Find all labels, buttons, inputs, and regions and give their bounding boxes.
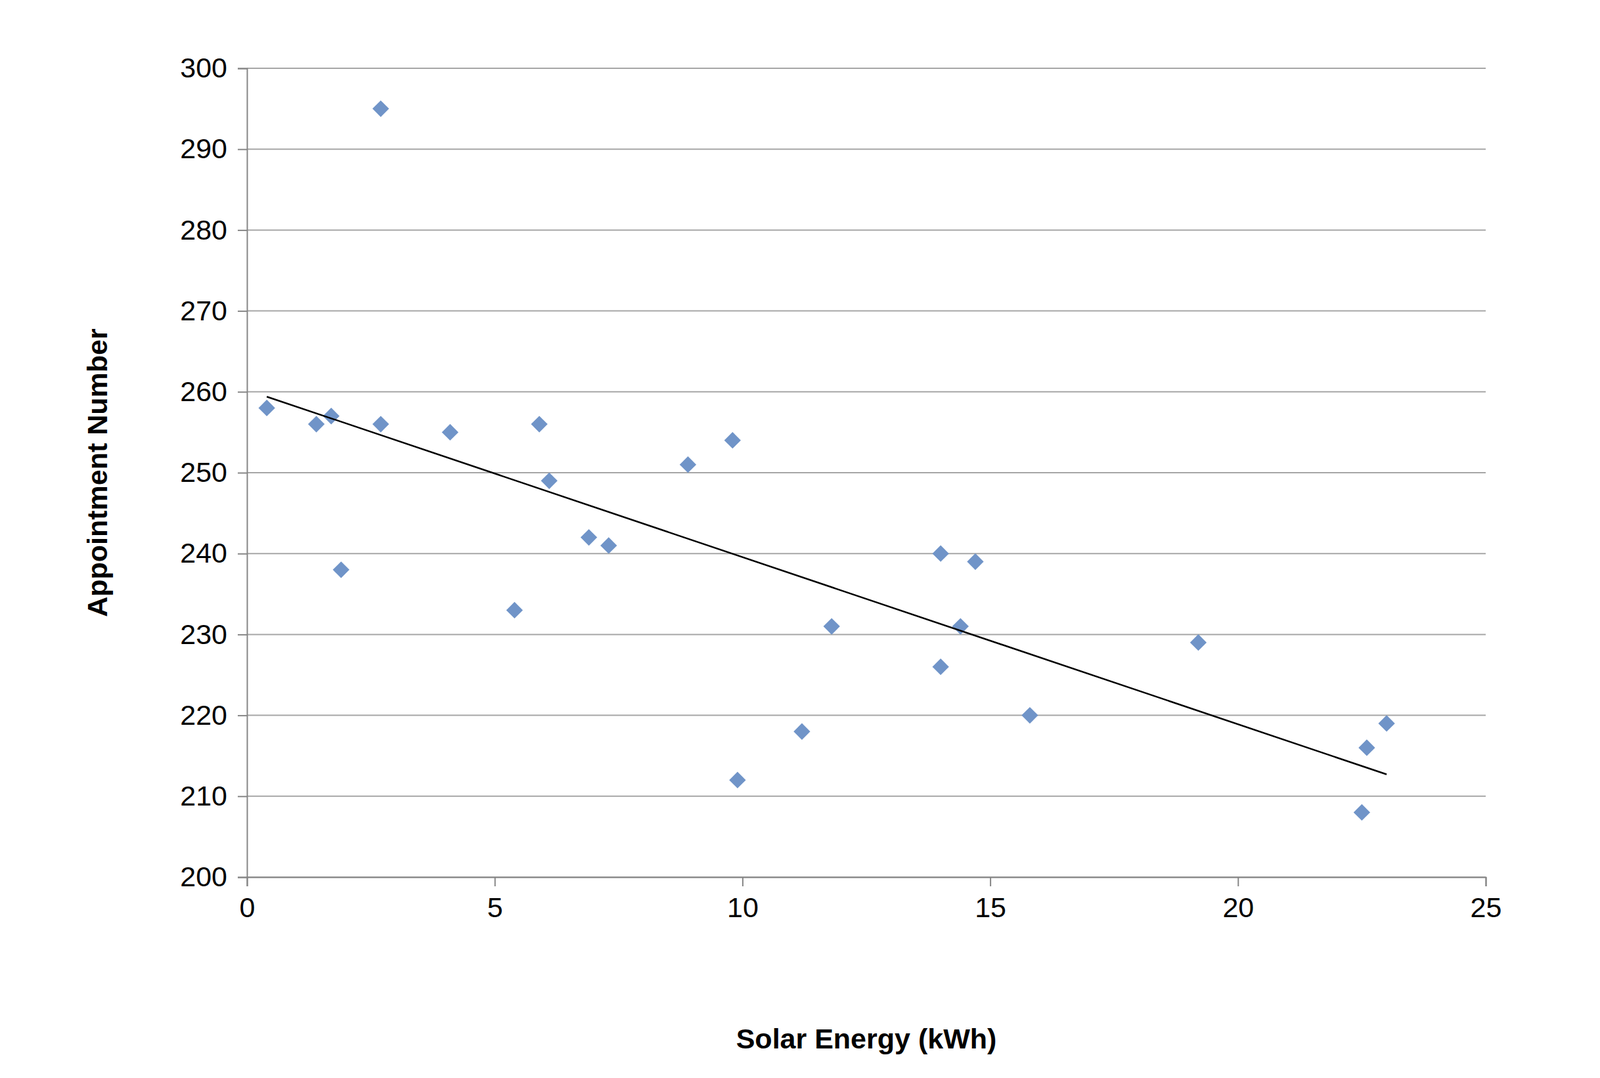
point bbox=[506, 602, 523, 619]
tick-label: 300 bbox=[179, 51, 228, 84]
tick-mark bbox=[237, 634, 247, 636]
point bbox=[1190, 634, 1207, 651]
grid-line bbox=[246, 229, 1486, 231]
x-axis-title: Solar Energy (kWh) bbox=[736, 1023, 998, 1055]
tick-mark bbox=[237, 877, 247, 879]
tick-label: 230 bbox=[179, 618, 228, 651]
tick-mark bbox=[742, 877, 744, 887]
tick-label: 15 bbox=[974, 891, 1007, 924]
point bbox=[1021, 707, 1038, 724]
point bbox=[1358, 739, 1375, 756]
tick-mark bbox=[237, 229, 247, 232]
tick-label: 270 bbox=[179, 294, 228, 327]
point bbox=[966, 553, 984, 571]
tick: 260 bbox=[179, 375, 247, 408]
tick-mark bbox=[989, 877, 992, 887]
trend-line bbox=[266, 396, 1387, 775]
tick-label: 280 bbox=[179, 214, 228, 246]
tick: 10 bbox=[727, 877, 759, 924]
tick-mark bbox=[237, 68, 247, 70]
tick: 240 bbox=[179, 537, 247, 569]
tick-label: 240 bbox=[179, 537, 228, 569]
point bbox=[530, 415, 548, 433]
grid-line bbox=[246, 391, 1486, 393]
chart: 0 5 10 15 20 25 200 210 220 230 240 250 260 270 280 290… bbox=[0, 0, 1600, 1078]
tick-mark bbox=[1485, 877, 1488, 887]
y-grid bbox=[246, 68, 1486, 878]
tick: 290 bbox=[179, 132, 247, 165]
tick: 210 bbox=[179, 780, 247, 812]
point bbox=[679, 456, 697, 473]
plot: 0 5 10 15 20 25 200 210 220 230 240 250 260 270 280 290… bbox=[179, 51, 1502, 923]
grid-line bbox=[246, 796, 1486, 798]
tick: 230 bbox=[179, 618, 247, 651]
point bbox=[823, 618, 841, 635]
tick-label: 250 bbox=[179, 456, 228, 489]
tick-label: 25 bbox=[1470, 891, 1503, 924]
tick-label: 20 bbox=[1222, 891, 1254, 924]
tick-mark bbox=[237, 472, 247, 475]
point-series bbox=[258, 100, 1396, 822]
tick: 5 bbox=[487, 877, 504, 924]
point bbox=[932, 658, 950, 676]
tick: 0 bbox=[239, 877, 256, 924]
tick-label: 290 bbox=[179, 132, 228, 165]
grid-line bbox=[246, 67, 1486, 69]
point bbox=[600, 537, 617, 554]
y-axis-title: Appointment Number bbox=[81, 328, 113, 618]
point bbox=[372, 415, 389, 433]
tick-label: 260 bbox=[179, 375, 228, 408]
point bbox=[932, 545, 950, 563]
tick-mark bbox=[237, 796, 247, 798]
tick-mark bbox=[246, 877, 249, 887]
grid-line bbox=[246, 310, 1486, 312]
grid-line bbox=[246, 715, 1486, 717]
tick: 300 bbox=[179, 51, 247, 84]
point bbox=[1377, 715, 1395, 732]
tick: 280 bbox=[179, 214, 247, 246]
grid-line bbox=[246, 633, 1486, 636]
tick-mark bbox=[494, 877, 496, 887]
tick-mark bbox=[237, 715, 247, 717]
point bbox=[541, 472, 558, 490]
tick-mark bbox=[1237, 877, 1239, 887]
tick: 200 bbox=[179, 861, 247, 893]
tick-label: 210 bbox=[179, 780, 228, 812]
tick: 220 bbox=[179, 699, 247, 732]
axis-line bbox=[237, 68, 248, 879]
tick-label: 220 bbox=[179, 699, 228, 732]
x-axis: 0 5 10 15 20 25 bbox=[239, 877, 1503, 924]
tick-label: 10 bbox=[727, 891, 759, 924]
point bbox=[1353, 804, 1371, 822]
tick: 15 bbox=[974, 877, 1007, 924]
grid-line bbox=[246, 553, 1486, 555]
grid-line bbox=[246, 472, 1486, 474]
point bbox=[372, 100, 389, 117]
tick-mark bbox=[237, 149, 247, 151]
tick-mark bbox=[237, 391, 247, 393]
point bbox=[793, 723, 810, 741]
tick: 250 bbox=[179, 456, 247, 489]
point bbox=[729, 772, 746, 789]
tick-mark bbox=[237, 553, 247, 556]
tick-label: 0 bbox=[239, 891, 256, 924]
point bbox=[308, 415, 325, 433]
tick: 20 bbox=[1222, 877, 1254, 924]
y-axis: 200 210 220 230 240 250 260 270 280 290 300 bbox=[179, 51, 247, 893]
tick: 25 bbox=[1470, 877, 1503, 924]
point bbox=[580, 529, 598, 546]
point bbox=[442, 424, 459, 441]
tick: 270 bbox=[179, 294, 247, 327]
tick-label: 5 bbox=[487, 891, 504, 924]
grid-line bbox=[246, 148, 1486, 150]
point bbox=[724, 432, 741, 449]
point bbox=[258, 400, 276, 417]
axis-line bbox=[247, 878, 1487, 888]
point bbox=[333, 561, 350, 578]
tick-label: 200 bbox=[179, 861, 228, 893]
data-layer bbox=[258, 100, 1396, 822]
tick-mark bbox=[237, 310, 247, 312]
